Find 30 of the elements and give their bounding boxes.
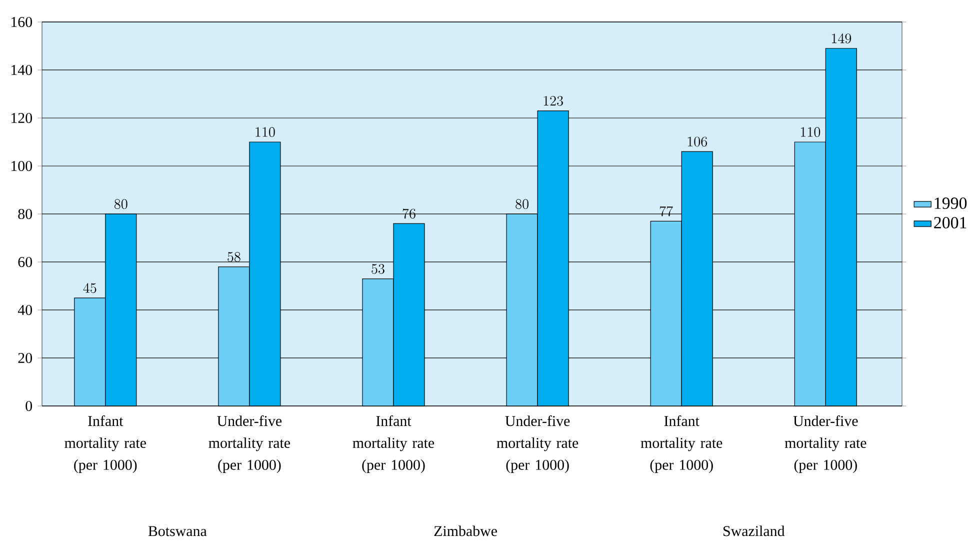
y-tick-label: 160 <box>11 16 32 28</box>
data-label: 110 <box>800 127 820 137</box>
x-tick-label: Infant mortality rate (per 1000) <box>64 415 146 473</box>
y-tick-label: 20 <box>18 352 32 364</box>
y-tick-label: 80 <box>18 208 32 220</box>
data-label: 123 <box>544 96 563 106</box>
y-tick-label: 0 <box>26 400 32 412</box>
data-label: 58 <box>228 252 240 262</box>
x-tick-label: Under-five mortality rate (per 1000) <box>208 415 290 473</box>
y-tick-label: 120 <box>11 112 32 124</box>
data-label: 45 <box>83 283 96 294</box>
y-tick-label: 60 <box>18 256 32 268</box>
x-tick-label: Infant mortality rate (per 1000) <box>352 415 434 473</box>
data-label: 80 <box>516 199 528 210</box>
y-tick-label: 40 <box>18 304 32 316</box>
y-tick-label: 100 <box>11 160 32 172</box>
legend-label: 1990 <box>934 197 967 209</box>
data-label: 149 <box>832 33 852 44</box>
x-tick-label: Under-five mortality rate (per 1000) <box>496 415 578 473</box>
x-tick-label: Infant mortality rate (per 1000) <box>640 415 722 473</box>
legend-label: 2001 <box>934 216 966 228</box>
y-tick-label: 140 <box>11 64 32 76</box>
data-label: 53 <box>372 264 384 274</box>
text: Zimbabwe <box>434 526 497 536</box>
data-label: 110 <box>256 127 275 137</box>
x-tick-label: Under-five mortality rate (per 1000) <box>784 415 866 473</box>
data-label: 106 <box>688 136 708 147</box>
text: Botswana <box>148 526 207 536</box>
data-label: 80 <box>114 199 128 210</box>
text: Swaziland <box>724 526 785 536</box>
